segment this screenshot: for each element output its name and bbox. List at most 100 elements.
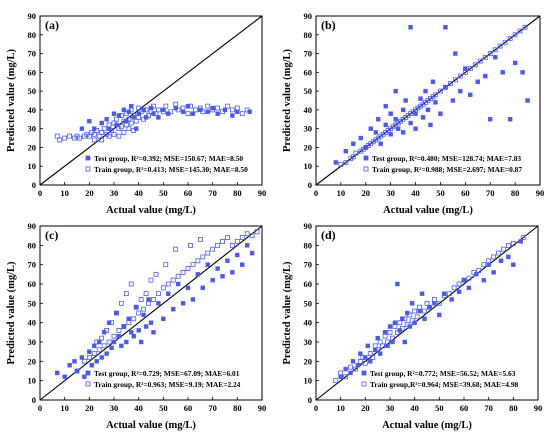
train-point — [360, 355, 366, 360]
test-point — [333, 160, 339, 165]
test-point — [205, 109, 210, 114]
train-point — [462, 69, 468, 75]
test-point — [456, 289, 462, 294]
test-point — [418, 96, 423, 101]
y-tick-label: 90 — [304, 221, 313, 231]
series-test — [333, 25, 530, 165]
x-axis-title: Actual value (mg/L) — [382, 420, 472, 431]
train-point — [461, 277, 467, 283]
test-point — [74, 368, 80, 374]
test-point — [185, 103, 191, 109]
train-point — [397, 320, 403, 326]
test-point — [438, 111, 443, 116]
train-point — [131, 113, 137, 118]
x-tick-label: 40 — [134, 403, 143, 413]
train-point — [141, 306, 147, 312]
test-point — [402, 339, 407, 345]
y-tick-label: 20 — [28, 142, 37, 152]
test-point — [365, 343, 370, 349]
test-point — [156, 301, 161, 306]
train-point — [160, 109, 166, 115]
y-tick-label: 90 — [304, 11, 313, 21]
train-point — [121, 324, 127, 329]
train-point — [155, 291, 161, 297]
train-point — [338, 370, 344, 376]
train-point — [402, 316, 408, 322]
test-point — [393, 117, 398, 122]
test-point — [106, 320, 112, 325]
legend-marker-test — [85, 155, 91, 161]
train-point — [114, 310, 119, 316]
x-tick-label: 30 — [110, 188, 119, 198]
train-point — [173, 101, 179, 107]
train-point — [229, 107, 235, 113]
test-point — [55, 370, 60, 376]
test-point — [87, 118, 92, 124]
series-test — [55, 243, 255, 379]
train-point — [370, 355, 376, 360]
train-point — [205, 250, 211, 256]
series-train — [333, 235, 526, 384]
train-point — [447, 81, 453, 86]
legend-marker-train — [361, 381, 367, 387]
train-point — [77, 135, 82, 141]
x-tick-label: 80 — [509, 403, 518, 413]
train-point — [239, 111, 245, 117]
train-point — [143, 107, 149, 113]
test-point — [104, 117, 109, 122]
test-point — [116, 334, 122, 339]
x-tick-label: 0 — [38, 403, 42, 413]
test-point — [408, 120, 413, 126]
train-point — [106, 339, 112, 345]
train-point — [96, 133, 102, 139]
legend-label-train: Train group,R²=0.964; MSE=39.68; MAE=4.9… — [370, 380, 519, 389]
test-point — [491, 270, 496, 275]
test-point — [385, 343, 390, 349]
train-point — [382, 333, 388, 339]
train-point — [392, 324, 398, 329]
x-tick-label: 60 — [184, 403, 193, 413]
series-train — [74, 229, 260, 374]
test-point — [358, 351, 363, 356]
train-point — [505, 242, 511, 248]
test-point — [390, 339, 395, 345]
train-point — [431, 297, 437, 302]
plot-frame — [39, 225, 263, 401]
train-point — [457, 73, 463, 79]
train-point — [116, 133, 122, 139]
y-tick-label: 60 — [304, 279, 313, 289]
train-point — [101, 343, 107, 349]
test-point — [368, 359, 373, 364]
x-tick-label: 40 — [134, 188, 143, 198]
train-point — [424, 300, 430, 306]
train-point — [443, 84, 448, 90]
test-point — [518, 239, 523, 244]
test-point — [131, 334, 136, 339]
x-tick-label: 40 — [410, 403, 419, 413]
x-tick-label: 10 — [60, 403, 69, 413]
train-point — [160, 285, 166, 291]
train-point — [497, 43, 503, 49]
train-point — [94, 128, 100, 133]
train-point — [501, 246, 506, 252]
x-tick-label: 90 — [258, 188, 267, 198]
train-point — [126, 320, 132, 326]
train-point — [119, 300, 124, 306]
test-point — [468, 92, 473, 98]
y-tick-label: 0 — [32, 180, 36, 190]
y-tick-label: 30 — [304, 124, 313, 134]
legend-marker-test — [85, 370, 91, 376]
train-point — [234, 239, 240, 244]
test-point — [419, 291, 425, 296]
legend-marker-train — [85, 381, 91, 387]
test-point — [520, 70, 525, 75]
x-tick-label: 50 — [435, 403, 444, 413]
x-tick-label: 60 — [461, 188, 470, 198]
test-point — [104, 351, 109, 356]
train-point — [348, 364, 353, 370]
train-point — [427, 304, 432, 310]
train-point — [492, 47, 498, 53]
test-point — [148, 320, 154, 325]
test-point — [500, 70, 505, 75]
